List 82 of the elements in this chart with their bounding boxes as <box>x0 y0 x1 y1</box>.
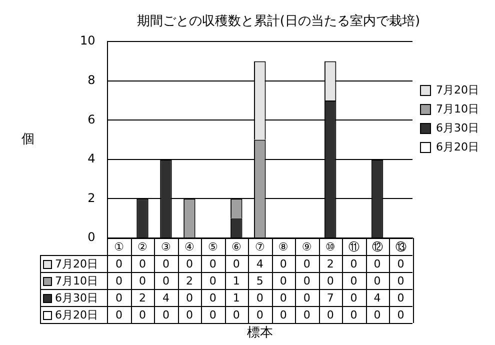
legend-label: 7月20日 <box>436 83 480 96</box>
data-label: 0 <box>350 308 358 322</box>
data-label: 0 <box>209 257 216 270</box>
x-tick-label: ⑬ <box>395 240 406 254</box>
data-label: 0 <box>280 291 287 304</box>
data-label: 2 <box>138 291 146 304</box>
data-label: 4 <box>162 291 170 304</box>
data-label: 0 <box>326 274 334 288</box>
x-tick-label: ⑥ <box>231 240 242 254</box>
data-label: 2 <box>186 274 193 288</box>
data-label: 0 <box>209 274 216 288</box>
y-tick-label: 0 <box>88 230 96 244</box>
data-label: 0 <box>303 291 310 304</box>
x-tick-label: ⑧ <box>278 240 288 254</box>
data-label: 0 <box>303 274 310 288</box>
data-label: 0 <box>256 291 264 304</box>
legend-label: 6月30日 <box>436 121 480 134</box>
data-label: 2 <box>326 257 334 270</box>
x-tick-label: ⑫ <box>372 240 383 254</box>
data-label: 0 <box>186 291 193 304</box>
data-label: 5 <box>256 274 264 288</box>
data-label: 0 <box>138 257 146 270</box>
data-label: 0 <box>138 274 146 288</box>
data-label: 0 <box>186 257 193 270</box>
data-label: 1 <box>232 274 240 288</box>
text: 6月20日 <box>55 308 98 322</box>
legend-label: 6月20日 <box>436 140 480 154</box>
x-tick-label: ⑤ <box>208 240 218 254</box>
text: 標本 <box>246 325 273 340</box>
legend-label: 7月10日 <box>55 274 98 288</box>
y-tick-label: 4 <box>88 152 96 166</box>
y-tick-label: 8 <box>88 73 96 88</box>
y-axis-title: 個 <box>22 132 34 148</box>
data-label: 0 <box>397 308 404 322</box>
data-label: 4 <box>256 257 264 270</box>
data-label: 0 <box>116 308 123 322</box>
data-label: 0 <box>116 257 123 270</box>
data-label: 0 <box>374 274 381 288</box>
data-label: 0 <box>397 274 404 288</box>
y-tick-label: 6 <box>88 112 96 126</box>
x-tick-label: ⑦ <box>254 240 265 254</box>
data-label: 0 <box>116 274 123 288</box>
data-label: 0 <box>232 257 240 270</box>
chart-title: 期間ごとの収穫数と累計(日の当たる室内で栽培) <box>136 13 420 30</box>
x-tick-label: ③ <box>161 240 172 254</box>
data-label: 0 <box>162 257 170 270</box>
data-label: 0 <box>350 291 358 304</box>
data-label: 0 <box>162 274 170 288</box>
data-label: 0 <box>397 291 404 304</box>
data-label: 0 <box>397 257 404 270</box>
x-tick-label: ⑨ <box>302 240 312 254</box>
data-label: 0 <box>350 257 358 270</box>
x-tick-label: ② <box>138 240 148 254</box>
x-tick-label: ① <box>114 240 124 254</box>
text: 6月30日 <box>55 291 98 304</box>
y-tick-label: 2 <box>88 190 96 205</box>
data-label: 0 <box>350 274 358 288</box>
y-tick-label: 10 <box>80 34 96 48</box>
data-label: 0 <box>303 308 310 322</box>
data-label: 0 <box>326 308 334 322</box>
data-label: 0 <box>374 257 381 270</box>
data-label: 0 <box>138 308 146 322</box>
data-label: 7 <box>326 291 334 304</box>
data-label: 0 <box>162 308 170 322</box>
data-label: 0 <box>280 308 287 322</box>
text: 7月10日 <box>436 102 480 116</box>
data-label: 1 <box>232 291 240 304</box>
data-label: 0 <box>209 308 216 322</box>
data-label: 0 <box>232 308 240 322</box>
x-tick-label: ⑩ <box>325 240 336 254</box>
data-label: 0 <box>116 291 123 304</box>
data-label: 0 <box>280 257 287 270</box>
data-label: 0 <box>256 308 264 322</box>
x-tick-label: ④ <box>184 240 195 254</box>
data-label: 0 <box>209 291 216 304</box>
data-label: 0 <box>374 308 381 322</box>
x-tick-label: ⑪ <box>348 240 360 254</box>
text: 7月20日 <box>55 257 98 270</box>
data-label: 4 <box>374 291 381 304</box>
data-label: 0 <box>186 308 193 322</box>
data-label: 0 <box>303 257 310 270</box>
data-label: 0 <box>280 274 287 288</box>
